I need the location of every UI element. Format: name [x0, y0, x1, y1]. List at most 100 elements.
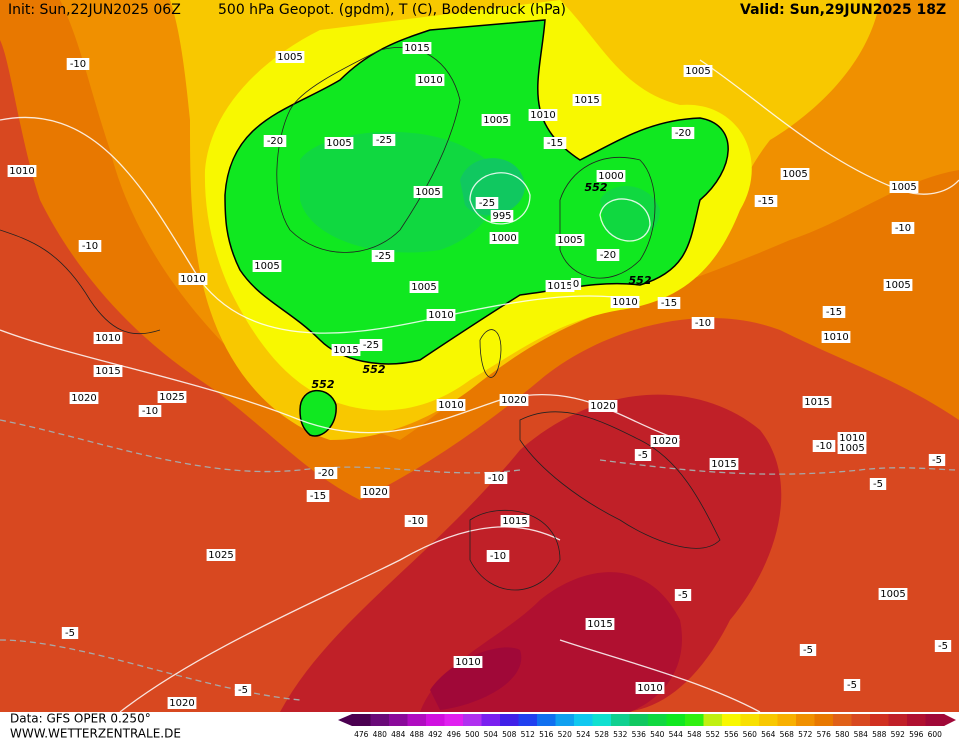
isobars: [0, 59, 959, 713]
temperature-label: -5: [938, 641, 948, 652]
temperature-label: 0: [573, 279, 579, 290]
pressure-label-box: [588, 400, 618, 412]
map-fields: [0, 0, 959, 712]
colorbar-swatch: [648, 714, 667, 726]
pressure-label: 1015: [95, 366, 120, 377]
temperature-label-box: [934, 640, 952, 652]
colorbar-swatch: [481, 714, 501, 726]
colorbar-swatch: [759, 714, 778, 726]
site-name: WWW.WETTERZENTRALE.DE: [10, 727, 181, 741]
pressure-label-box: [709, 458, 739, 470]
colorbar-label: 572: [798, 730, 813, 739]
temperature-label: -20: [675, 128, 691, 139]
colorbar-arrow-right: [944, 714, 956, 726]
pressure-label: 1010: [530, 110, 555, 121]
colorbar-swatch: [722, 714, 741, 726]
temperature-label-box: [138, 405, 162, 417]
pressure-label: 1005: [483, 115, 508, 126]
pressure-label: 1005: [326, 138, 351, 149]
temperature-label-box: [61, 627, 79, 639]
colorbar-swatch: [389, 714, 408, 726]
pressure-label-box: [481, 114, 511, 126]
temperature-label-box: [570, 278, 582, 290]
pressure-label-box: [275, 51, 305, 63]
colorbar-swatch: [814, 714, 834, 726]
temperature-label: -5: [638, 450, 648, 461]
pressure-label-box: [157, 391, 187, 403]
temperature-label: -25: [363, 340, 379, 351]
colorbar-label: 536: [632, 730, 647, 739]
temperature-label: -10: [142, 406, 158, 417]
pressure-label: 1025: [208, 550, 233, 561]
geopotential-label: 552: [312, 378, 335, 391]
temperature-label: -10: [82, 241, 98, 252]
temperature-label-box: [234, 684, 252, 696]
temperature-label-box: [371, 250, 395, 262]
temperature-label: -10: [490, 551, 506, 562]
temperature-label-box: [314, 467, 338, 479]
temperature-label: -15: [758, 196, 774, 207]
temperature-label-box: [928, 454, 946, 466]
pressure-label-box: [585, 618, 615, 630]
pressure-label-box: [489, 232, 519, 244]
colorbar-swatch: [592, 714, 612, 726]
pressure-label-box: [436, 399, 466, 411]
temperature-label: -25: [479, 198, 495, 209]
temperature-label-box: [674, 589, 692, 601]
pressure-label-box: [360, 486, 390, 498]
temperature-label-box: [843, 679, 861, 691]
pressure-label-box: [426, 309, 456, 321]
colorbar-swatch: [629, 714, 649, 726]
colorbar-label: 592: [891, 730, 906, 739]
temperature-label: -15: [826, 307, 842, 318]
temperature-label: -5: [238, 685, 248, 696]
pressure-label: 1010: [839, 433, 864, 444]
colorbar-label: 508: [502, 730, 517, 739]
temperature-label-box: [372, 134, 396, 146]
pressure-label-box: [802, 396, 832, 408]
pressure-label-box: [780, 168, 810, 180]
temperature-label: -5: [932, 455, 942, 466]
temperature-label: -20: [267, 136, 283, 147]
temperature-label-box: [691, 317, 715, 329]
pressure-label: 1010: [428, 310, 453, 321]
geopotential-label: 552: [585, 181, 608, 194]
pressure-label-box: [878, 588, 908, 600]
pressure-label: 1010: [438, 400, 463, 411]
pressure-label-box: [635, 682, 665, 694]
pressure-label: 1020: [501, 395, 526, 406]
pressure-label: 1005: [254, 261, 279, 272]
colorbar-label: 588: [872, 730, 887, 739]
coastlines: [0, 47, 721, 591]
temperature-label: -20: [600, 250, 616, 261]
temperature-label: -25: [376, 135, 392, 146]
colorbar-label: 488: [410, 730, 425, 739]
colorbar-swatch: [851, 714, 871, 726]
colorbar-label: 492: [428, 730, 443, 739]
pressure-label: 995: [492, 211, 511, 222]
pressure-label-box: [499, 394, 529, 406]
pressure-label-box: [252, 260, 282, 272]
temperature-label-box: [475, 197, 499, 209]
pressure-label: 1010: [637, 683, 662, 694]
colorbar-swatch: [870, 714, 889, 726]
temperature-label-box: [66, 58, 90, 70]
temperature-label-box: [891, 222, 915, 234]
pressure-label: 1020: [652, 436, 677, 447]
pressure-label: 1010: [612, 297, 637, 308]
temperature-label: -10: [695, 318, 711, 329]
temperature-label-box: [484, 472, 508, 484]
temperature-label: -15: [310, 491, 326, 502]
pressure-label: 1015: [574, 95, 599, 106]
pressure-label: 1005: [891, 182, 916, 193]
colorbar-label: 476: [354, 730, 369, 739]
geopotential-label: 552: [363, 363, 386, 376]
pressure-label: 1010: [9, 166, 34, 177]
colorbar-swatch: [611, 714, 630, 726]
pressure-label: 1000: [491, 233, 516, 244]
temperature-label: -5: [678, 590, 688, 601]
map-title: 500 hPa Geopot. (gpdm), T (C), Bodendruc…: [218, 2, 566, 18]
colorbar-swatch: [796, 714, 815, 726]
temperature-label-box: [671, 127, 695, 139]
